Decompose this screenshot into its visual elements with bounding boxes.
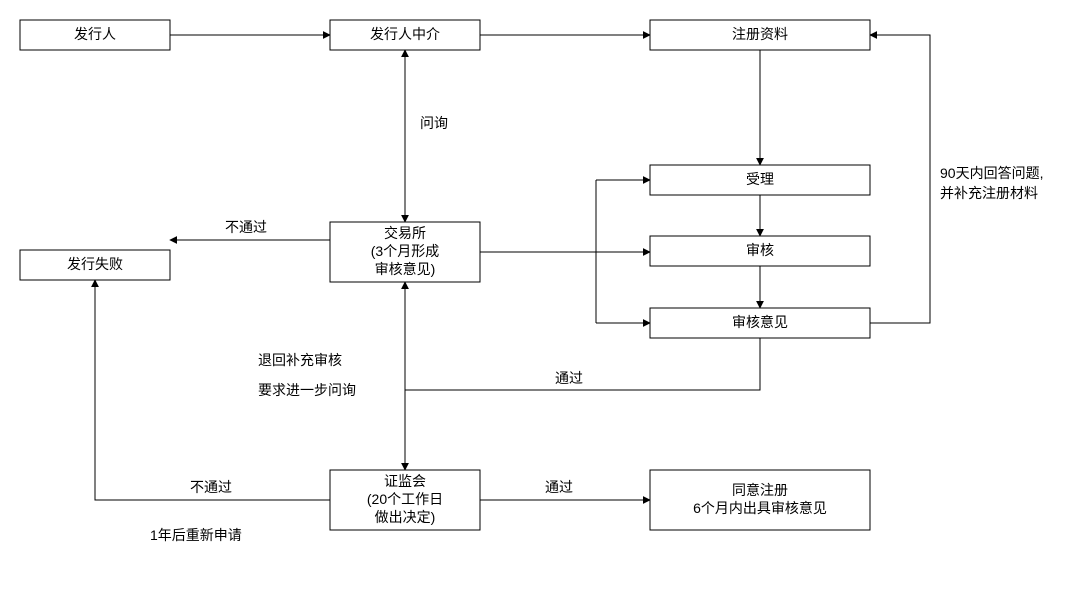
node-exchange-line2: 审核意见) [375,261,436,277]
node-csrc: 证监会 (20个工作日做出决定) [330,470,480,530]
label-notpass2: 不通过 [190,479,232,495]
node-exchange: 交易所 (3个月形成审核意见) [330,222,480,282]
node-opinion-line0: 审核意见 [732,314,788,330]
node-opinion: 审核意见 [650,308,870,338]
label-pass2: 通过 [545,479,573,495]
node-agree-line0: 同意注册 [732,482,788,498]
node-issuer: 发行人 [20,20,170,50]
label-further-inquiry: 要求进一步问询 [258,382,356,398]
node-csrc-line2: 做出决定) [375,509,436,525]
node-exchange-line1: (3个月形成 [371,243,439,259]
label-answer90-l1: 90天内回答问题, [940,165,1043,181]
label-pass1: 通过 [555,370,583,386]
node-reg_material: 注册资料 [650,20,870,50]
label-return-review: 退回补充审核 [258,352,342,368]
edge-opinion-regmaterial [870,35,930,323]
node-csrc-line0: 证监会 [384,473,426,489]
node-reg_material-line0: 注册资料 [732,26,788,42]
node-agree: 同意注册 6个月内出具审核意见 [650,470,870,530]
label-notpass1: 不通过 [225,219,267,235]
node-intermediary-line0: 发行人中介 [370,26,440,42]
label-answer90-l2: 并补充注册材料 [940,185,1038,201]
node-accept-line0: 受理 [746,171,774,187]
flowchart: 问询 不通过 退回补充审核 要求进一步问询 通过 90天内回答问题, 并补充注册… [0,0,1080,598]
node-exchange-line0: 交易所 [384,225,426,241]
node-review-line0: 审核 [746,242,774,258]
node-fail: 发行失败 [20,250,170,280]
node-fail-line0: 发行失败 [67,256,123,272]
node-accept: 受理 [650,165,870,195]
node-issuer-line0: 发行人 [74,26,116,42]
node-review: 审核 [650,236,870,266]
label-reapply: 1年后重新申请 [150,527,242,543]
node-intermediary: 发行人中介 [330,20,480,50]
node-agree-line1: 6个月内出具审核意见 [693,500,827,516]
label-inquiry: 问询 [420,115,448,131]
node-csrc-line1: (20个工作日 [367,491,443,507]
